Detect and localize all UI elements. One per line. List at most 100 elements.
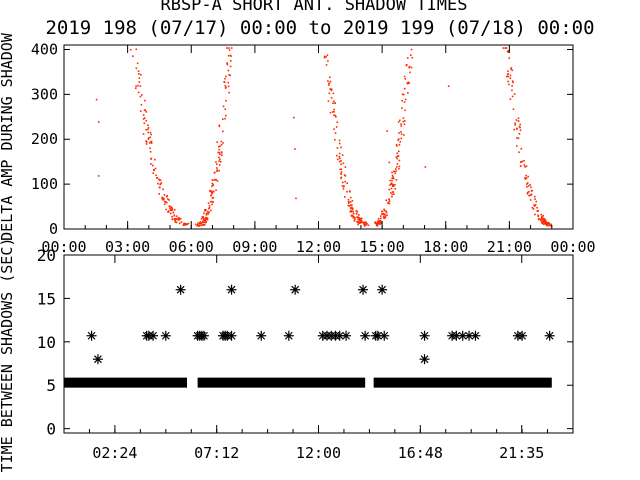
top-data-point — [513, 93, 516, 95]
top-data-point — [525, 183, 528, 185]
top-data-point — [406, 57, 409, 59]
top-data-point — [396, 157, 398, 160]
top-data-point — [332, 92, 335, 95]
top-data-point — [524, 178, 527, 180]
top-x-tick-label: 12:00 — [296, 238, 341, 256]
top-data-point — [359, 218, 361, 221]
top-data-point — [97, 121, 100, 123]
top-data-point — [355, 209, 358, 212]
top-data-point — [168, 210, 170, 212]
top-data-point — [545, 222, 548, 224]
top-data-point — [206, 217, 208, 219]
top-data-point — [540, 217, 543, 219]
top-data-point — [216, 170, 218, 173]
top-data-point — [145, 128, 147, 131]
top-data-point — [396, 163, 399, 165]
top-data-point — [149, 136, 152, 139]
top-data-point — [389, 192, 392, 194]
top-data-point — [346, 182, 348, 184]
top-data-point — [209, 190, 212, 193]
bottom-x-tick-label: 02:24 — [92, 444, 137, 462]
top-data-point — [174, 218, 177, 221]
top-data-point — [375, 222, 378, 225]
top-data-point — [344, 175, 347, 177]
top-data-point — [194, 223, 197, 226]
top-data-point — [507, 75, 510, 78]
top-data-point — [165, 208, 167, 211]
bottom-x-tick-label: 07:12 — [194, 444, 239, 462]
top-data-point — [379, 215, 382, 217]
top-data-point — [383, 213, 386, 216]
top-data-point — [541, 221, 544, 223]
top-data-point — [167, 198, 169, 200]
top-data-point — [336, 158, 339, 161]
top-data-point — [197, 222, 199, 224]
top-data-point — [143, 109, 146, 112]
top-data-point — [219, 145, 221, 147]
top-data-point — [211, 182, 214, 185]
top-data-point — [537, 214, 539, 217]
top-data-point — [544, 223, 547, 225]
top-data-point — [524, 177, 526, 179]
bottom-data-point — [256, 330, 267, 341]
top-data-point — [220, 143, 223, 146]
top-data-point — [207, 213, 210, 215]
top-data-point — [377, 222, 380, 225]
bottom-data-point — [360, 330, 371, 341]
top-data-point — [358, 222, 361, 224]
top-data-point — [385, 211, 388, 214]
top-data-point — [326, 54, 329, 57]
bottom-y-tick-label: 0 — [46, 420, 56, 439]
top-data-point — [139, 110, 142, 112]
top-data-point — [521, 160, 524, 163]
top-data-point — [350, 209, 352, 212]
bottom-data-point — [198, 330, 209, 341]
top-data-point — [340, 171, 343, 173]
top-data-point — [335, 126, 338, 128]
top-data-point — [196, 223, 199, 226]
top-data-point — [365, 221, 367, 224]
top-data-point — [147, 138, 150, 140]
top-data-point — [408, 66, 410, 69]
top-data-point — [225, 99, 227, 102]
top-data-point — [216, 180, 219, 182]
top-data-point — [218, 151, 221, 154]
top-data-point — [512, 81, 514, 84]
top-data-point — [164, 201, 167, 204]
top-data-point — [547, 224, 550, 227]
top-data-point — [398, 132, 400, 134]
top-data-point — [507, 70, 509, 73]
top-data-point — [357, 223, 359, 226]
top-data-point — [524, 165, 527, 168]
top-data-point — [520, 161, 522, 164]
top-data-point — [206, 218, 209, 221]
top-data-point — [171, 207, 174, 210]
top-x-tick-label: 00:00 — [550, 238, 595, 256]
top-data-point — [173, 214, 176, 217]
top-data-point — [211, 179, 214, 181]
top-data-point — [339, 168, 342, 171]
top-data-point — [211, 191, 213, 194]
top-data-point — [173, 208, 176, 211]
top-data-point — [347, 204, 350, 207]
top-data-point — [509, 98, 512, 100]
top-data-point — [145, 141, 148, 143]
top-data-point — [218, 160, 220, 162]
top-data-point — [170, 209, 172, 212]
top-data-point — [210, 209, 212, 212]
top-y-tick-label: 0 — [49, 220, 58, 238]
top-data-point — [379, 223, 381, 225]
top-data-point — [333, 110, 335, 113]
top-data-point — [147, 124, 149, 126]
top-data-point — [529, 184, 531, 186]
top-data-point — [323, 55, 326, 58]
top-data-point — [338, 152, 341, 155]
top-data-point — [400, 123, 402, 125]
top-y-tick-label: 300 — [31, 85, 58, 103]
top-data-point — [202, 215, 205, 218]
top-data-point — [388, 161, 391, 164]
top-data-point — [366, 222, 368, 225]
top-data-point — [162, 188, 164, 191]
top-data-point — [359, 221, 362, 223]
top-data-point — [205, 221, 207, 223]
